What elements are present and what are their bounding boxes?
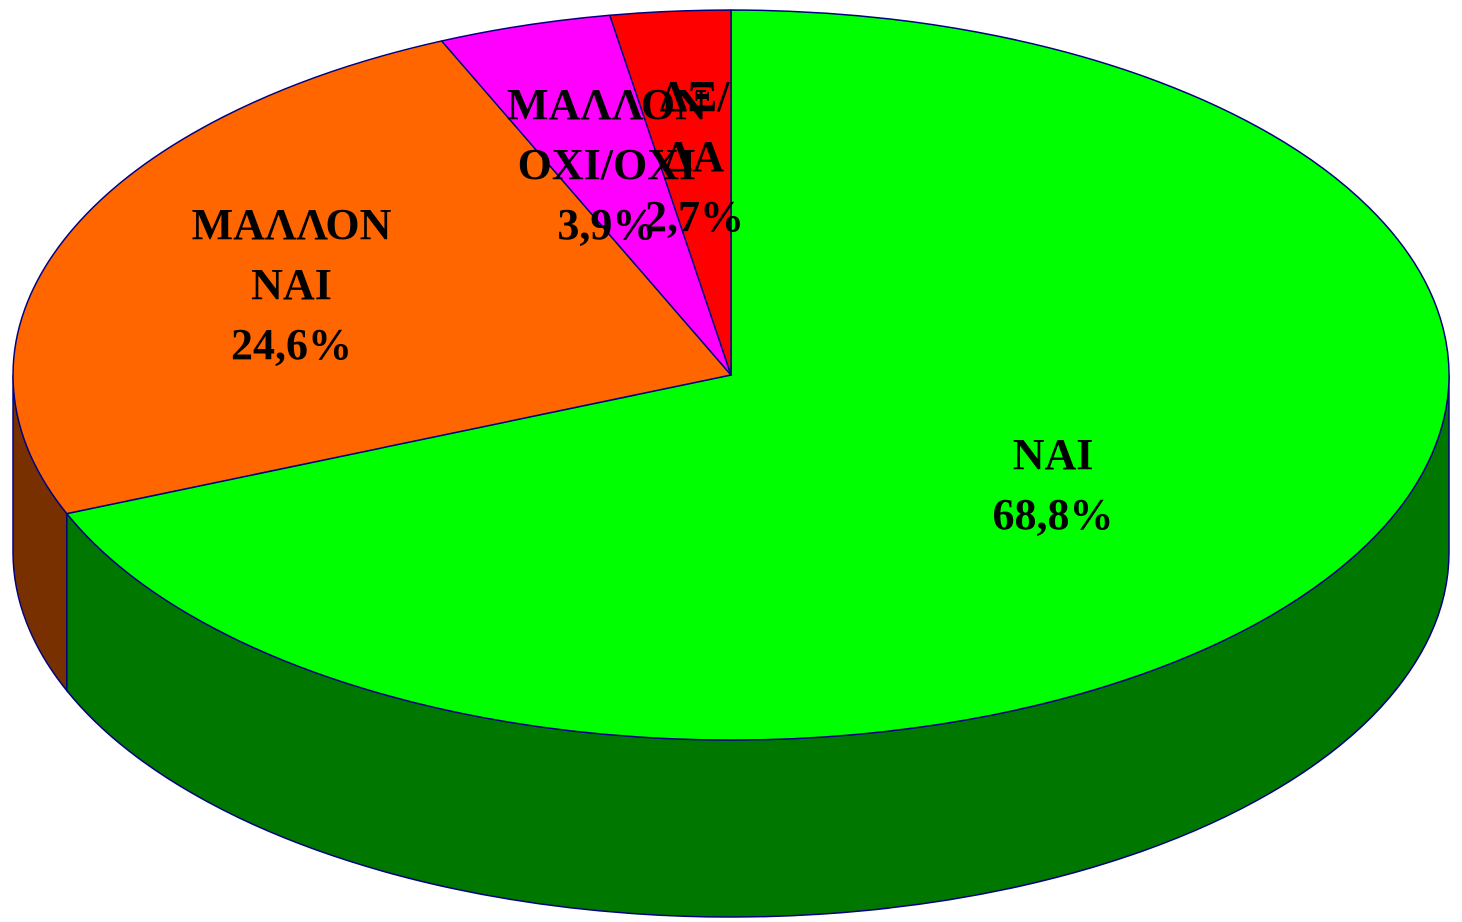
category-label: ΔΞ/ΔΑ	[659, 71, 730, 181]
value-label: 3,9%	[557, 200, 657, 250]
slice	[608, 9, 732, 376]
slice-label: ΜΑΛΛΟΝ ΝΑΙ 24,6%	[192, 195, 392, 375]
category-label: ΜΑΛΛΟΝ ΟΧΙ/ΟΧΙ	[506, 80, 707, 190]
slice	[12, 40, 733, 515]
category-label: ΜΑΛΛΟΝ ΝΑΙ	[191, 199, 392, 309]
value-label: 2,7%	[645, 191, 744, 241]
value-label: 24,6%	[230, 319, 352, 369]
value-label: 68,8%	[992, 489, 1114, 539]
category-label: ΝΑΙ	[1012, 429, 1094, 479]
slice-label: ΝΑΙ 68,8%	[993, 425, 1114, 545]
slice-label: ΔΞ/ΔΑ 2,7%	[645, 67, 744, 247]
slice	[65, 9, 1450, 741]
slice-label: ΜΑΛΛΟΝ ΟΧΙ/ΟΧΙ 3,9%	[507, 75, 707, 255]
